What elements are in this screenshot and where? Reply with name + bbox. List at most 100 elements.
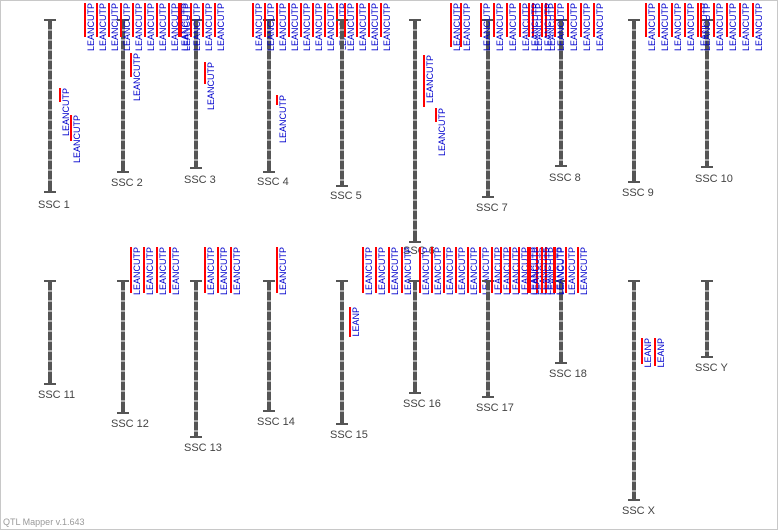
qtl-label[interactable]: LEANCUTP xyxy=(595,3,605,51)
qtl-group: LEANCUTP LEANCUTP LEANCUTP LEANCUTP xyxy=(362,247,413,295)
qtl-label[interactable]: LEANCUTP xyxy=(495,3,505,51)
chromosome-label: SSC 9 xyxy=(622,187,654,199)
qtl-label[interactable]: LEANCUTP xyxy=(543,3,553,51)
qtl-label[interactable]: LEANCUTP xyxy=(266,3,276,51)
qtl-label[interactable]: LEANCUTP xyxy=(469,247,479,295)
qtl-label[interactable]: LEANCUTP xyxy=(171,247,181,295)
qtl-label[interactable]: LEANCUTP xyxy=(134,3,144,51)
qtl-label[interactable]: LEANCUTP xyxy=(567,247,577,295)
qtl-label[interactable]: LEANCUTP xyxy=(673,3,683,51)
qtl-label[interactable]: LEANCUTP xyxy=(534,3,544,51)
qtl-label[interactable]: LEANCUTP xyxy=(158,247,168,295)
qtl-label[interactable]: LEANCUTP xyxy=(529,247,539,295)
qtl-label[interactable]: LEANCUTP xyxy=(86,3,96,51)
qtl-bar xyxy=(739,3,741,37)
qtl-label[interactable]: LEANP xyxy=(656,338,666,368)
qtl-label[interactable]: LEANCUTP xyxy=(278,247,288,295)
qtl-label[interactable]: LEANCUTP xyxy=(145,247,155,295)
qtl-label[interactable]: LEANCUTP xyxy=(433,247,443,295)
qtl-label[interactable]: LEANCUTP xyxy=(511,247,521,295)
qtl-label[interactable]: LEANCUTP xyxy=(555,247,565,295)
qtl-label[interactable]: LEANCUTP xyxy=(110,3,120,51)
qtl-label[interactable]: LEANP xyxy=(351,307,361,337)
qtl-label[interactable]: LEANCUTP xyxy=(481,247,491,295)
qtl-label[interactable]: LEANCUTP xyxy=(702,3,712,51)
qtl-label[interactable]: LEANCUTP xyxy=(314,3,324,51)
qtl-label[interactable]: LEANCUTP xyxy=(582,3,592,51)
qtl-label[interactable]: LEANCUTP xyxy=(232,247,242,295)
qtl-label[interactable]: LEANCUTP xyxy=(346,3,356,51)
qtl-label[interactable]: LEANCUTP xyxy=(686,3,696,51)
qtl-label[interactable]: LEANCUTP xyxy=(556,247,566,295)
qtl-label[interactable]: LEANCUTP xyxy=(219,247,229,295)
qtl-label[interactable]: LEANCUTP xyxy=(547,247,557,295)
qtl-label[interactable]: LEANCUTP xyxy=(254,3,264,51)
chromosome-bar xyxy=(486,281,490,397)
qtl-label[interactable]: LEANCUTP xyxy=(502,247,512,295)
qtl-label[interactable]: LEANCUTP xyxy=(457,247,467,295)
qtl-label[interactable]: LEANCUTP xyxy=(61,88,71,136)
qtl-label[interactable]: LEANCUTP xyxy=(364,247,374,295)
qtl-label[interactable]: LEANCUTP xyxy=(146,3,156,51)
qtl-label[interactable]: LEANCUTP xyxy=(72,115,82,163)
qtl-label[interactable]: LEANCUTP xyxy=(290,3,300,51)
qtl-label[interactable]: LEANCUTP xyxy=(182,3,192,51)
qtl-label[interactable]: LEANCUTP xyxy=(579,247,589,295)
qtl-label[interactable]: LEANCUTP xyxy=(508,3,518,51)
qtl-label[interactable]: LEANCUTP xyxy=(132,247,142,295)
qtl-label[interactable]: LEANCUTP xyxy=(556,3,566,51)
qtl-label[interactable]: LEANCUTP xyxy=(660,3,670,51)
qtl-label[interactable]: LEANCUTP xyxy=(425,55,435,103)
qtl-label[interactable]: LEANCUTP xyxy=(206,247,216,295)
qtl-label[interactable]: LEANCUTP xyxy=(170,3,180,51)
qtl-label[interactable]: LEANCUTP xyxy=(192,3,202,51)
qtl-label[interactable]: LEANCUTP xyxy=(377,247,387,295)
qtl-label[interactable]: LEANCUTP xyxy=(421,247,431,295)
qtl-label[interactable]: LEANCUTP xyxy=(370,3,380,51)
qtl-label[interactable]: LEANCUTP xyxy=(543,247,553,295)
qtl-label[interactable]: LEANCUTP xyxy=(647,3,657,51)
qtl-label[interactable]: LEANCUTP xyxy=(302,3,312,51)
qtl-label[interactable]: LEANCUTP xyxy=(403,247,413,295)
qtl-label[interactable]: LEANP xyxy=(643,338,653,368)
qtl-label[interactable]: LEANCUTP xyxy=(482,3,492,51)
qtl-label[interactable]: LEANCUTP xyxy=(520,247,530,295)
qtl-label[interactable]: LEANCUTP xyxy=(530,3,540,51)
qtl-label[interactable]: LEANCUTP xyxy=(278,3,288,51)
qtl-label[interactable]: LEANCUTP xyxy=(728,3,738,51)
qtl-label[interactable]: LEANCUTP xyxy=(699,3,709,51)
qtl-label[interactable]: LEANCUTP xyxy=(122,3,132,51)
qtl-label[interactable]: LEANCUTP xyxy=(216,3,226,51)
qtl-label[interactable]: LEANCUTP xyxy=(132,53,142,101)
qtl-label[interactable]: LEANCUTP xyxy=(326,3,336,51)
qtl-label[interactable]: LEANCUTP xyxy=(390,247,400,295)
qtl-label[interactable]: LEANCUTP xyxy=(521,3,531,51)
qtl-label[interactable]: LEANCUTP xyxy=(98,3,108,51)
qtl-bar xyxy=(401,247,403,293)
chromosome-bar xyxy=(48,20,52,192)
qtl-label[interactable]: LEANCUTP xyxy=(547,3,557,51)
qtl-bar xyxy=(356,3,358,37)
qtl-label[interactable]: LEANCUTP xyxy=(358,3,368,51)
qtl-group: LEANCUTP xyxy=(423,55,435,107)
qtl-label[interactable]: LEANCUTP xyxy=(158,3,168,51)
qtl-label[interactable]: LEANCUTP xyxy=(569,3,579,51)
qtl-label[interactable]: LEANCUTP xyxy=(452,3,462,51)
qtl-label[interactable]: LEANCUTP xyxy=(462,3,472,51)
qtl-label[interactable]: LEANCUTP xyxy=(204,3,214,51)
qtl-label[interactable]: LEANCUTP xyxy=(741,3,751,51)
qtl-label[interactable]: LEANCUTP xyxy=(531,247,541,295)
qtl-group: LEANCUTP LEANCUTP LEANCUTP LEANCUTP xyxy=(130,247,181,295)
qtl-label[interactable]: LEANCUTP xyxy=(754,3,764,51)
qtl-label[interactable]: LEANCUTP xyxy=(715,3,725,51)
qtl-label[interactable]: LEANCUTP xyxy=(382,3,392,51)
qtl-label[interactable]: LEANCUTP xyxy=(206,62,216,110)
qtl-label[interactable]: LEANCUTP xyxy=(180,3,190,51)
qtl-label[interactable]: LEANCUTP xyxy=(493,247,503,295)
qtl-label[interactable]: LEANCUTP xyxy=(278,95,288,143)
chromosome-bar xyxy=(413,20,417,242)
qtl-label[interactable]: LEANCUTP xyxy=(437,108,447,156)
qtl-bar xyxy=(460,3,462,47)
qtl-label[interactable]: LEANCUTP xyxy=(445,247,455,295)
